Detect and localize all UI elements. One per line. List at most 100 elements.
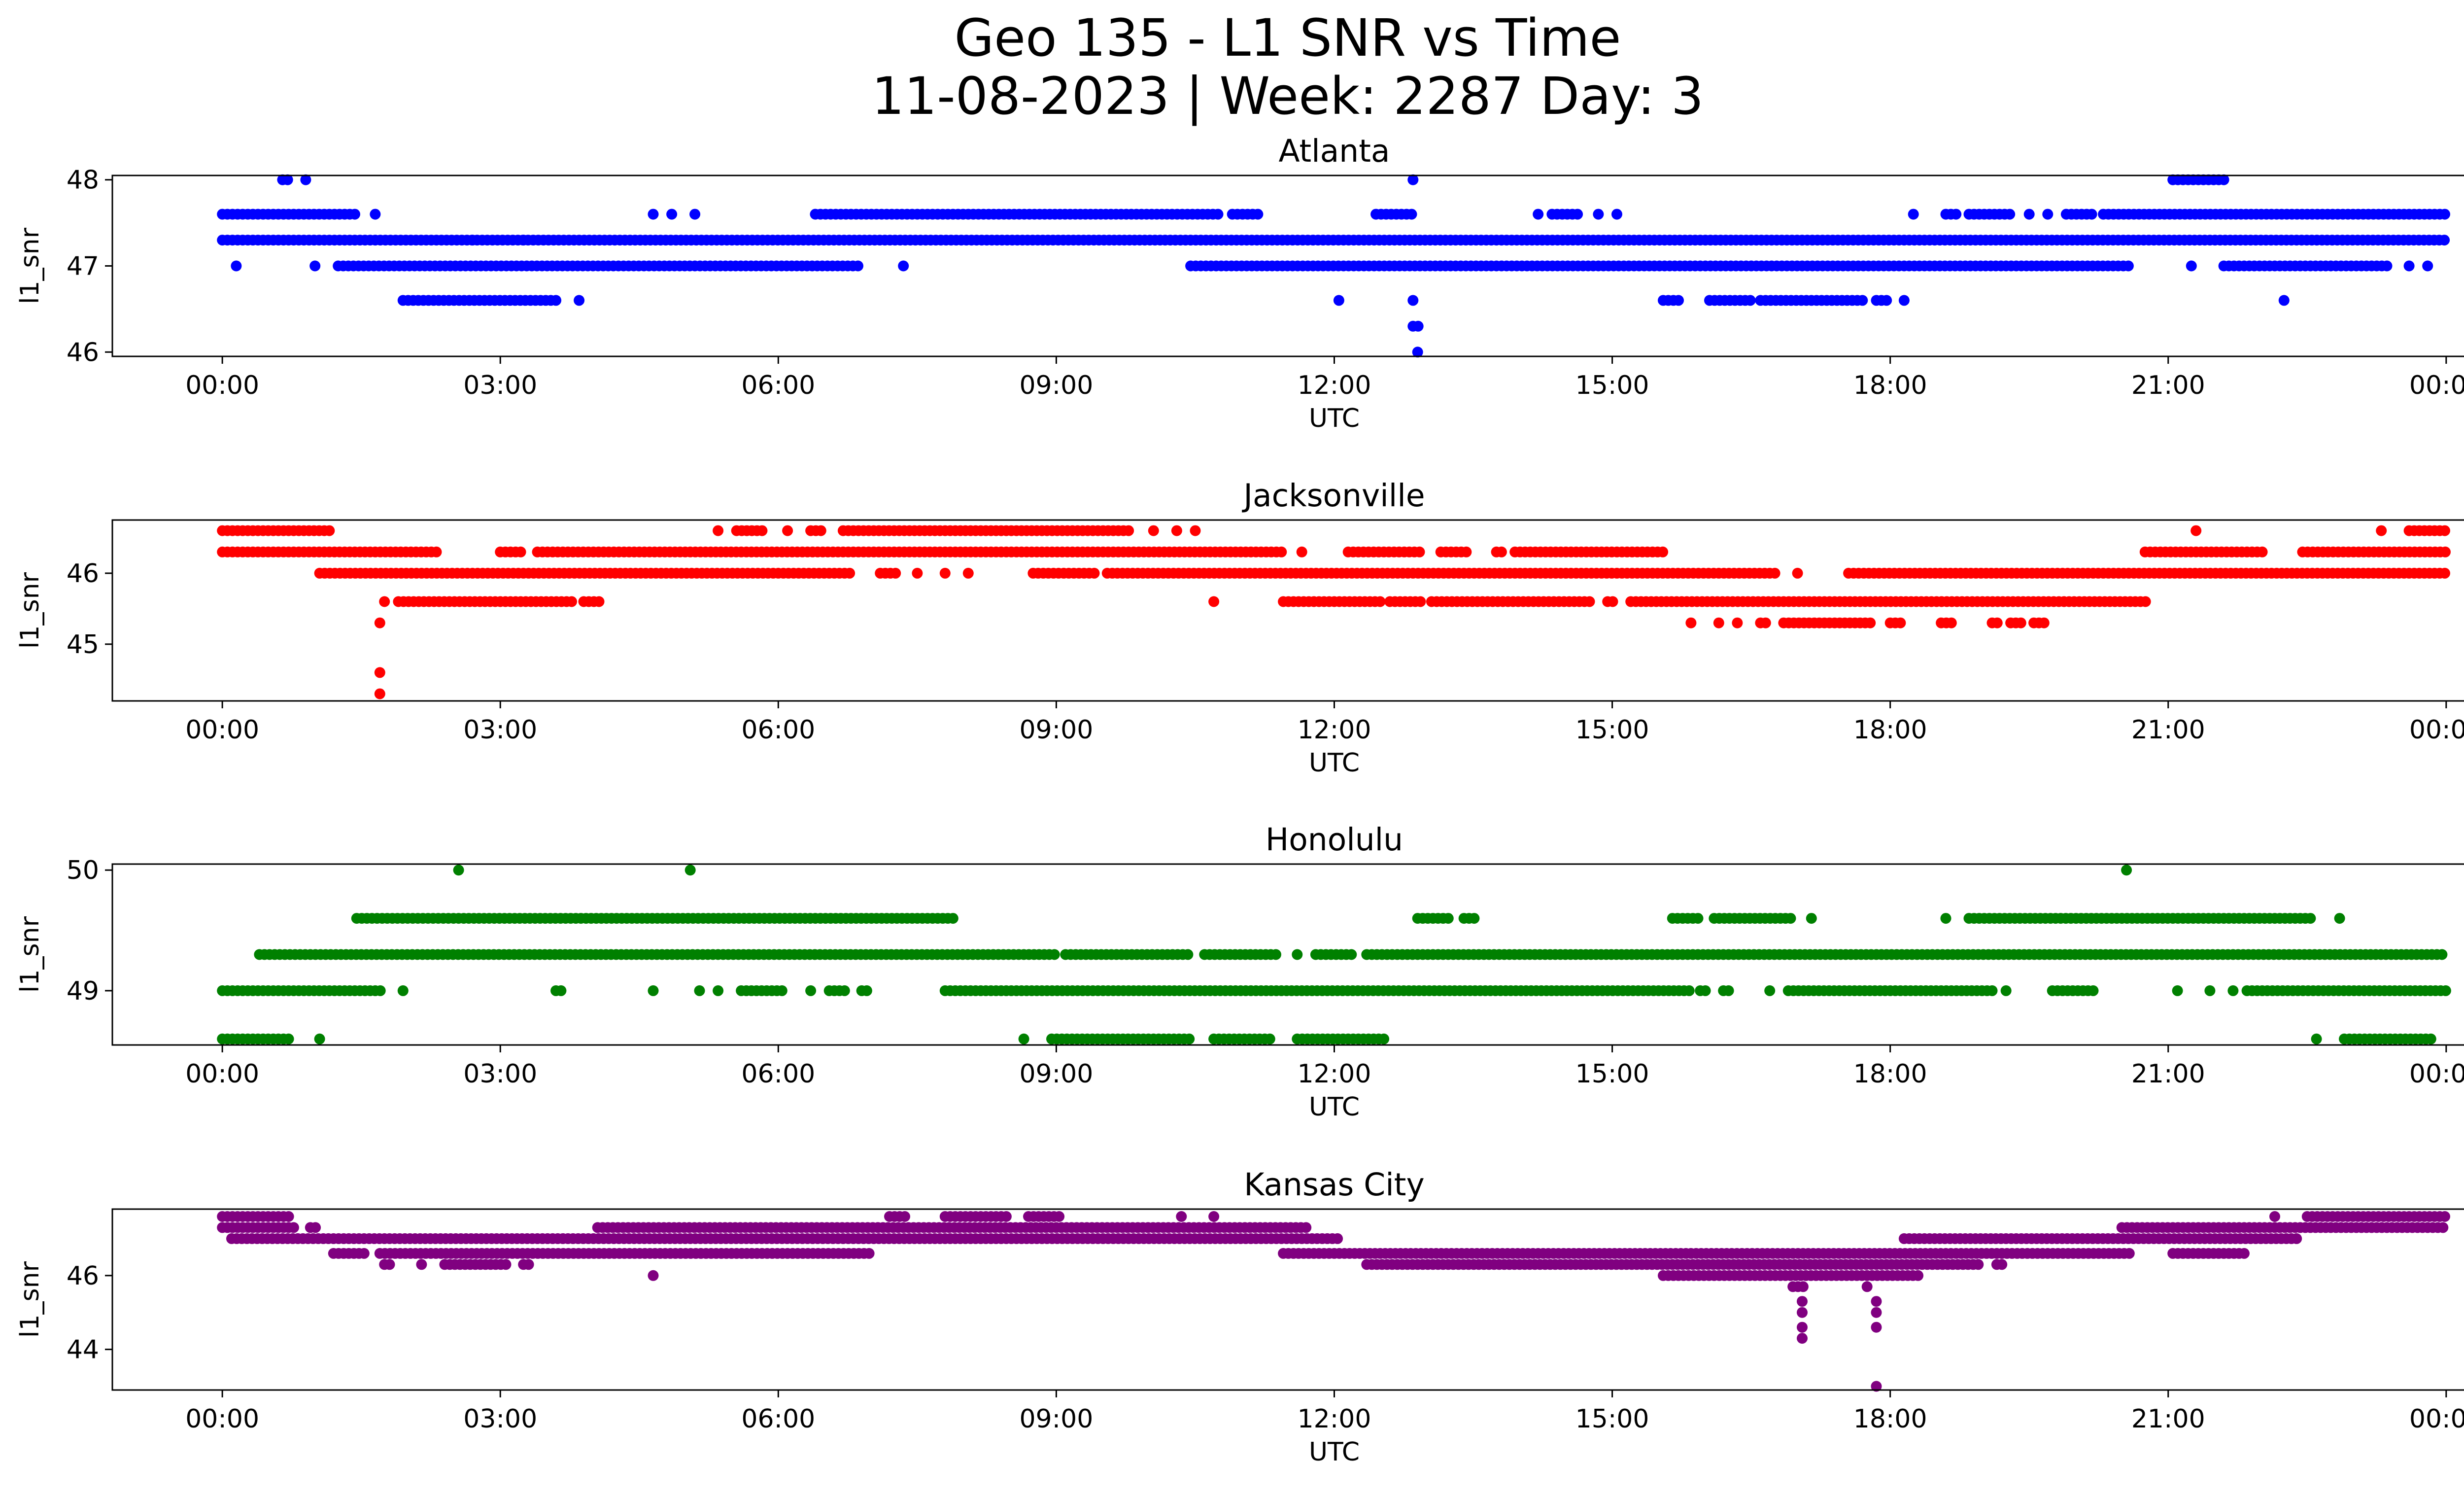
data-point	[861, 985, 872, 996]
y-axis-label: l1_snr	[15, 916, 45, 993]
data-point	[1572, 209, 1583, 220]
data-point	[2227, 985, 2239, 996]
data-point	[2440, 985, 2451, 996]
x-tick-label: 00:00	[2409, 1059, 2464, 1089]
data-point	[1607, 596, 1618, 607]
data-point	[2439, 525, 2450, 536]
data-point	[375, 985, 386, 996]
data-point	[1208, 1211, 1220, 1222]
data-point	[2305, 913, 2316, 924]
x-axis-label: UTC	[1309, 404, 1360, 433]
x-tick-label: 06:00	[741, 1404, 815, 1434]
x-tick-label: 15:00	[1575, 715, 1649, 745]
data-point	[844, 567, 856, 579]
data-point	[1212, 209, 1224, 220]
data-point	[2004, 209, 2016, 220]
data-point	[515, 546, 526, 557]
data-point	[416, 1259, 427, 1270]
scatter-series	[217, 865, 2451, 1044]
data-point	[2122, 260, 2134, 272]
x-tick-label: 21:00	[2131, 371, 2205, 400]
data-point	[1657, 546, 1669, 557]
data-point	[523, 1259, 534, 1270]
data-point	[1745, 295, 1756, 306]
data-point	[2023, 209, 2035, 220]
data-point	[2439, 209, 2450, 220]
data-point	[300, 174, 311, 185]
data-point	[776, 985, 787, 996]
data-point	[689, 209, 701, 220]
data-point	[2437, 1222, 2449, 1233]
data-point	[1797, 1333, 1808, 1344]
data-point	[1000, 1211, 1012, 1222]
data-point	[2439, 235, 2450, 246]
data-point	[453, 865, 464, 876]
plot-frame	[111, 519, 2464, 702]
data-point	[231, 260, 242, 272]
x-tick-label: 00:00	[185, 1404, 259, 1434]
data-point	[1176, 1211, 1187, 1222]
scatter-series	[217, 525, 2451, 699]
x-tick-label: 18:00	[1853, 715, 1927, 745]
data-point	[1895, 617, 1906, 628]
data-point	[2439, 567, 2450, 579]
figure-title: Geo 135 - L1 SNR vs Time 11-08-2023 | We…	[0, 9, 2464, 125]
data-point	[349, 209, 360, 220]
data-point	[1760, 617, 1771, 628]
y-tick-label: 49	[67, 976, 99, 1006]
data-point	[1857, 295, 1868, 306]
data-point	[1898, 295, 1910, 306]
x-tick-label: 03:00	[463, 1404, 537, 1434]
panel-title: Honolulu	[1266, 822, 1403, 858]
data-point	[1792, 567, 1803, 579]
data-point	[1769, 567, 1780, 579]
data-point	[1881, 295, 1892, 306]
y-axis-label: l1_snr	[15, 227, 45, 304]
panel-atlanta: Atlanta 00:00 03:00 06:00 09:00 12:00 15:00 18:…	[15, 133, 2464, 433]
data-point	[1865, 617, 1876, 628]
data-point	[1908, 209, 1919, 220]
data-point	[397, 985, 409, 996]
data-point	[1292, 949, 1303, 960]
y-tick-label: 47	[67, 252, 99, 281]
data-point	[1184, 1033, 1195, 1044]
data-point	[1252, 209, 1264, 220]
data-point	[2186, 260, 2197, 272]
data-point	[1190, 525, 1201, 536]
data-point	[2334, 913, 2345, 924]
data-point	[1611, 209, 1622, 220]
data-point	[310, 1222, 321, 1233]
data-point	[1797, 1296, 1808, 1307]
data-point	[1692, 913, 1704, 924]
data-point	[1991, 617, 2003, 628]
y-tick-label: 48	[67, 166, 99, 195]
data-point	[1940, 913, 1951, 924]
panel-title: Jacksonville	[1241, 478, 1425, 514]
data-point	[374, 667, 385, 678]
data-point	[1148, 525, 1159, 536]
x-tick-label: 06:00	[741, 1059, 815, 1089]
data-point	[1871, 1321, 1882, 1333]
data-point	[1533, 209, 1544, 220]
y-tick-label: 44	[67, 1335, 99, 1365]
data-point	[1871, 1307, 1882, 1318]
data-point	[1264, 1033, 1275, 1044]
x-axis-label: UTC	[1309, 748, 1360, 778]
x-tick-label: 21:00	[2131, 1059, 2205, 1089]
x-tick-label: 15:00	[1575, 371, 1649, 400]
data-point	[1412, 347, 1423, 358]
x-tick-label: 03:00	[463, 1059, 537, 1089]
panel-kansas-city: Kansas City 00:00 03:00 06:00 09:00 12:00 15:0…	[15, 1167, 2464, 1467]
data-point	[1806, 913, 1817, 924]
x-tick-label: 18:00	[1853, 1059, 1927, 1089]
data-point	[1333, 295, 1344, 306]
y-tick-label: 45	[67, 630, 99, 660]
x-tick-label: 09:00	[1019, 371, 1093, 400]
data-point	[1683, 985, 1695, 996]
data-point	[2257, 546, 2268, 557]
data-point	[1412, 320, 1424, 332]
x-axis-label: UTC	[1309, 1437, 1360, 1467]
data-point	[1797, 1321, 1808, 1333]
x-tick-label: 21:00	[2131, 715, 2205, 745]
data-point	[898, 260, 909, 272]
